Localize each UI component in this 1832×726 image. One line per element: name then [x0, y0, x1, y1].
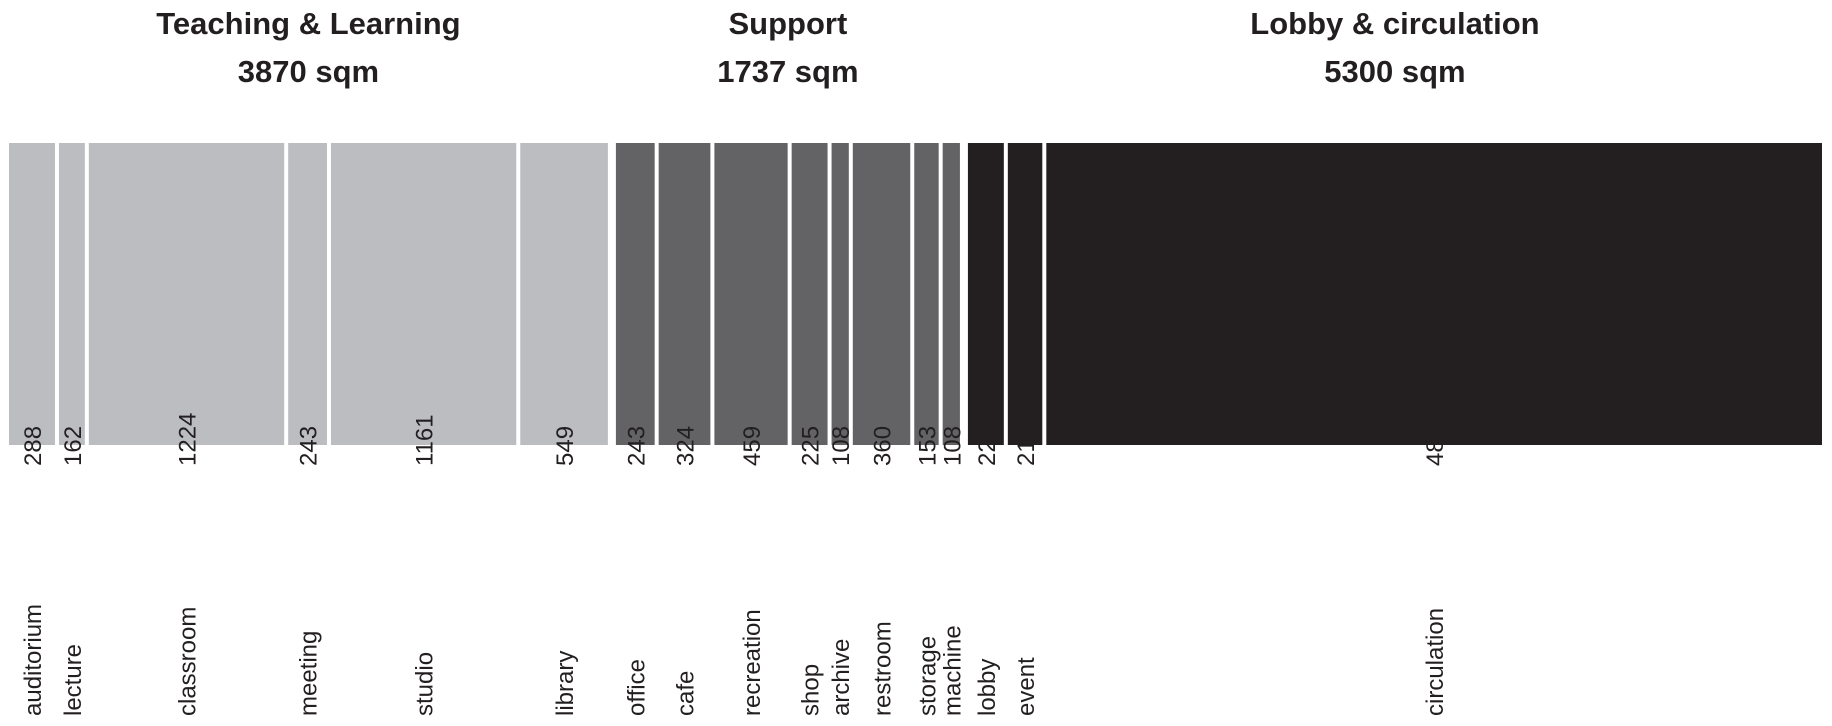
category-label-office: office: [623, 659, 650, 716]
category-label-machine: machine: [939, 625, 966, 716]
value-label-machine: 108: [939, 426, 966, 466]
bar-restroom: [852, 143, 911, 445]
area-bars: [9, 143, 1822, 445]
group-total-support: 1737 sqm: [717, 54, 858, 89]
category-label-storage: storage: [914, 636, 941, 716]
category-label-classroom: classroom: [175, 607, 202, 716]
category-label-lobby: lobby: [974, 659, 1001, 716]
value-label-library: 549: [552, 426, 579, 466]
category-labels: auditorium lecture classroom meeting studio l…: [20, 604, 1449, 716]
group-total-teaching-learning: 3870 sqm: [238, 54, 379, 89]
value-label-lobby: 225: [974, 426, 1001, 466]
category-label-circulation: circulation: [1422, 608, 1449, 716]
value-label-circulation: 4860: [1422, 413, 1449, 466]
category-label-shop: shop: [798, 664, 825, 716]
group-headers: Teaching & Learning 3870 sqm Support 1737 s…: [156, 6, 1539, 89]
group-total-lobby-circulation: 5300 sqm: [1324, 54, 1465, 89]
value-label-restroom: 360: [870, 426, 897, 466]
bar-lobby: [967, 143, 1004, 445]
group-title-support: Support: [729, 6, 848, 41]
group-title-lobby-circulation: Lobby & circulation: [1250, 6, 1539, 41]
bar-office: [615, 143, 655, 445]
value-labels: 288 162 1224 243 1161 549 243 324 459 225 108 360 15…: [20, 413, 1449, 466]
value-label-studio: 1161: [412, 414, 439, 466]
category-label-studio: studio: [412, 652, 439, 716]
bar-classroom: [88, 143, 285, 445]
bar-storage: [914, 143, 939, 445]
bar-library: [520, 143, 608, 445]
bar-circulation: [1046, 143, 1822, 445]
category-label-event: event: [1013, 657, 1040, 716]
value-label-archive: 108: [828, 426, 855, 466]
bar-machine: [942, 143, 960, 445]
bar-lecture: [58, 143, 85, 445]
category-label-meeting: meeting: [296, 631, 323, 716]
value-label-recreation: 459: [739, 426, 766, 466]
bar-recreation: [714, 143, 788, 445]
bar-event: [1007, 143, 1043, 445]
group-title-teaching-learning: Teaching & Learning: [156, 6, 460, 41]
bar-shop: [791, 143, 828, 445]
value-label-shop: 225: [798, 426, 825, 466]
category-label-auditorium: auditorium: [20, 604, 47, 716]
category-label-lecture: lecture: [60, 644, 87, 716]
value-label-lecture: 162: [60, 426, 87, 466]
category-label-library: library: [552, 651, 579, 716]
value-label-cafe: 324: [673, 426, 700, 466]
bar-cafe: [658, 143, 711, 445]
bar-studio: [330, 143, 517, 445]
bar-auditorium: [9, 143, 55, 445]
value-label-auditorium: 288: [20, 426, 47, 466]
category-label-recreation: recreation: [739, 609, 766, 716]
category-label-archive: archive: [828, 639, 855, 716]
category-label-cafe: cafe: [673, 671, 700, 716]
value-label-storage: 153: [914, 426, 941, 466]
value-label-event: 216: [1013, 426, 1040, 466]
bar-meeting: [288, 143, 327, 445]
value-label-meeting: 243: [296, 426, 323, 466]
value-label-classroom: 1224: [175, 413, 202, 466]
category-label-restroom: restroom: [870, 621, 897, 716]
value-label-office: 243: [623, 426, 650, 466]
bar-archive: [831, 143, 849, 445]
